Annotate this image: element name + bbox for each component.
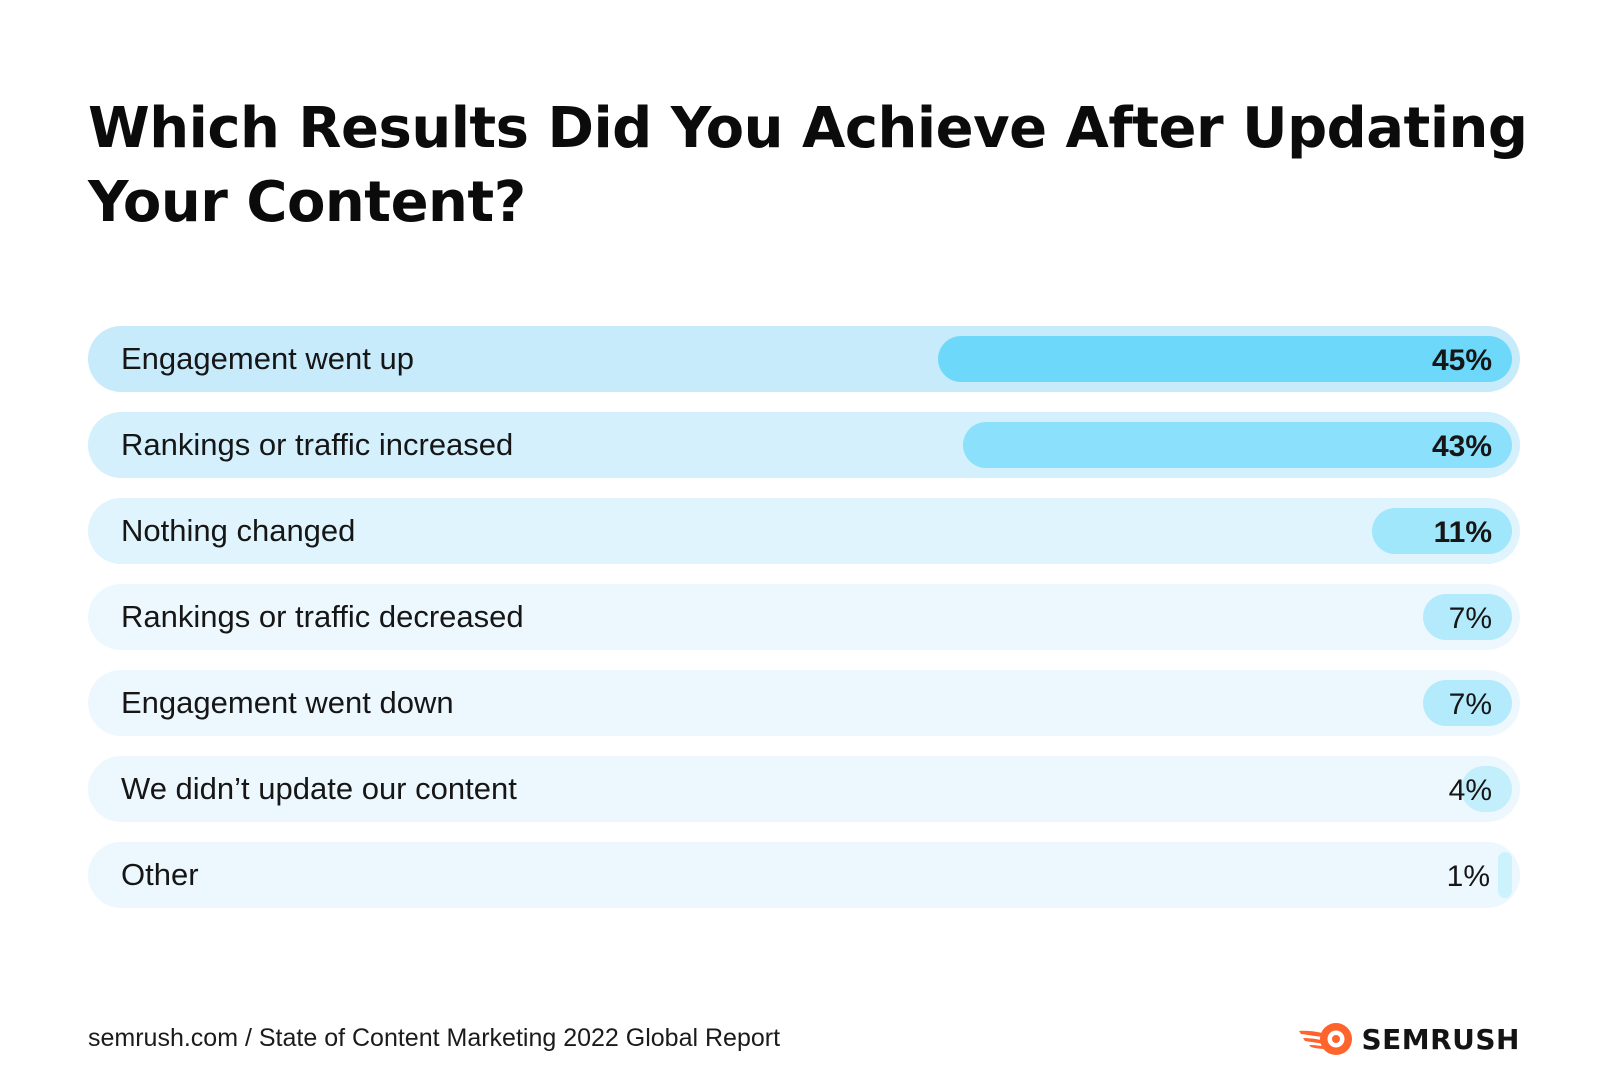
chart-bar xyxy=(1498,852,1512,898)
chart-row: Rankings or traffic increased 43% xyxy=(88,412,1520,478)
category-label: We didn’t update our content xyxy=(121,771,517,806)
chart-bar xyxy=(1422,594,1512,640)
value-label: 7% xyxy=(1448,602,1492,635)
chart-row: Engagement went down 7% xyxy=(88,670,1520,736)
chart-row: We didn’t update our content 4% xyxy=(88,756,1520,822)
value-label: 45% xyxy=(1431,344,1492,377)
chart-row: Nothing changed 11% xyxy=(88,498,1520,564)
semrush-fireball-logo-icon xyxy=(1299,1023,1353,1055)
value-label: 1% xyxy=(1446,860,1490,893)
category-label: Engagement went down xyxy=(121,685,454,720)
category-label: Rankings or traffic decreased xyxy=(121,599,524,634)
value-label: 4% xyxy=(1448,774,1492,807)
value-label: 43% xyxy=(1431,430,1492,463)
semrush-brand: SEMRUSH xyxy=(1299,1022,1520,1056)
chart-row: Other 1% xyxy=(88,842,1520,908)
chart-row: Rankings or traffic decreased 7% xyxy=(88,584,1520,650)
chart-bar xyxy=(1371,508,1512,554)
chart-bar xyxy=(963,422,1512,468)
source-caption: semrush.com / State of Content Marketing… xyxy=(88,1024,781,1052)
chart-bar xyxy=(1460,766,1512,812)
value-label: 11% xyxy=(1433,516,1492,549)
chart-bar xyxy=(937,336,1512,382)
chart-title: Which Results Did You Achieve After Upda… xyxy=(88,96,1528,235)
category-label: Rankings or traffic increased xyxy=(121,427,514,462)
category-label: Nothing changed xyxy=(121,513,356,548)
results-bar-chart: Engagement went up 45% Rankings or traffic… xyxy=(88,326,1520,928)
value-label: 7% xyxy=(1448,688,1492,721)
brand-name: SEMRUSH xyxy=(1361,1022,1520,1056)
chart-row: Engagement went up 45% xyxy=(88,326,1520,392)
category-label: Engagement went up xyxy=(121,341,414,376)
chart-bar xyxy=(1422,680,1512,726)
category-label: Other xyxy=(121,857,199,892)
